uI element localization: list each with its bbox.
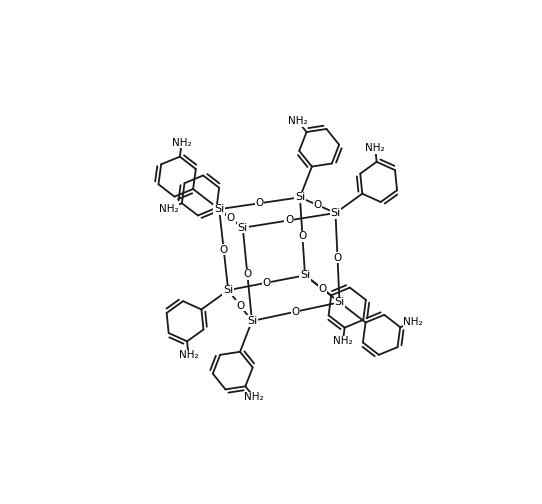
Text: Si: Si [300,270,310,280]
Text: NH₂: NH₂ [333,337,353,346]
Text: O: O [236,300,244,310]
Text: O: O [292,306,300,317]
Text: O: O [243,269,251,279]
Text: Si: Si [223,285,233,295]
Text: NH₂: NH₂ [244,392,264,402]
Text: O: O [333,253,341,263]
Text: NH₂: NH₂ [159,204,179,214]
Text: Si: Si [334,297,345,307]
Text: NH₂: NH₂ [179,350,198,360]
Text: NH₂: NH₂ [288,116,308,126]
Text: Si: Si [237,223,248,233]
Text: O: O [318,284,326,294]
Text: O: O [255,198,264,208]
Text: O: O [227,214,235,223]
Text: O: O [262,278,270,288]
Text: Si: Si [331,208,340,218]
Text: NH₂: NH₂ [172,138,191,148]
Text: NH₂: NH₂ [403,317,423,327]
Text: NH₂: NH₂ [365,143,385,153]
Text: Si: Si [247,316,257,326]
Text: O: O [314,200,322,210]
Text: Si: Si [214,204,224,214]
Text: O: O [298,231,307,241]
Text: O: O [220,245,228,255]
Text: O: O [285,215,293,225]
Text: Si: Si [295,193,305,202]
